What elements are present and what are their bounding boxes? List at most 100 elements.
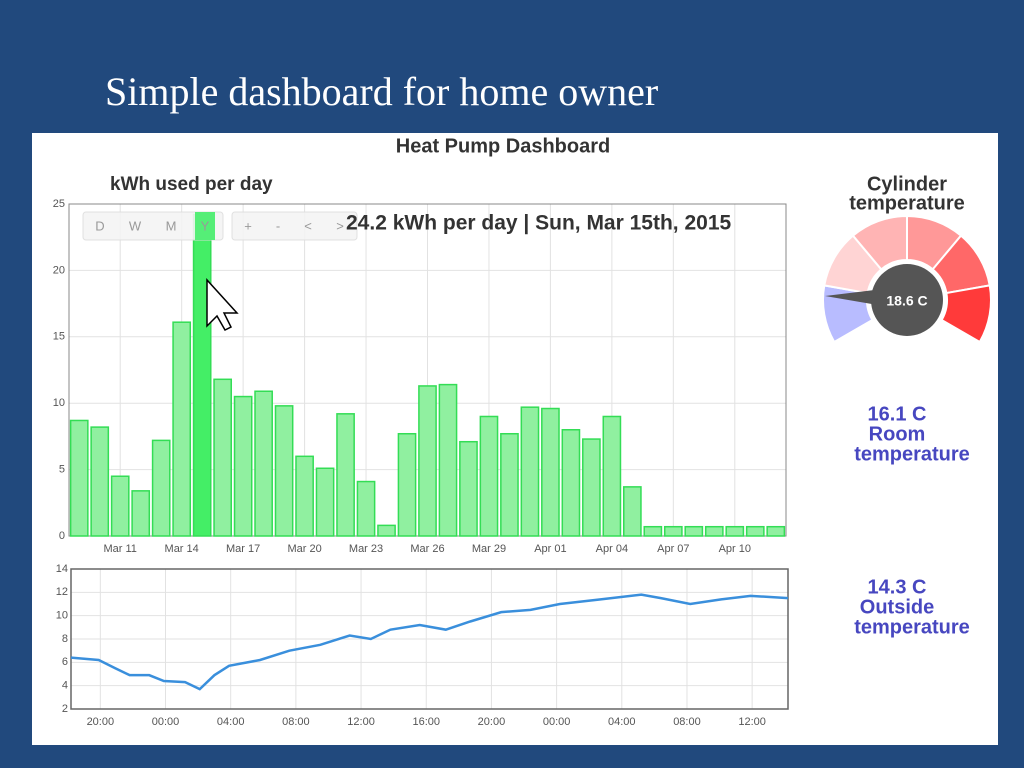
bar xyxy=(397,432,417,537)
y-tick-label: 4 xyxy=(62,680,68,692)
x-tick-label: Mar 14 xyxy=(165,543,199,555)
x-tick-label: 20:00 xyxy=(87,716,115,728)
x-tick-label: 16:00 xyxy=(412,716,440,728)
plot-frame xyxy=(70,568,789,710)
readout-value: 16.1 C xyxy=(868,403,927,425)
bar xyxy=(438,383,458,537)
range-button[interactable]: D xyxy=(95,218,104,233)
bar xyxy=(336,413,355,537)
x-tick-label: Mar 23 xyxy=(349,543,383,555)
y-tick-label: 14 xyxy=(56,563,68,575)
bar xyxy=(295,455,314,537)
bar xyxy=(541,407,560,537)
bar xyxy=(745,525,765,537)
readout-label: temperature xyxy=(854,616,970,638)
bar xyxy=(233,395,253,537)
tooltip: 24.2 kWh per day | Sun, Mar 15th, 2015 xyxy=(346,212,732,235)
readout-label: Room xyxy=(869,423,926,445)
x-tick-label: Mar 11 xyxy=(104,543,137,555)
bar xyxy=(315,467,335,537)
bar xyxy=(766,525,786,537)
bar xyxy=(377,524,396,537)
range-button[interactable]: W xyxy=(129,218,142,233)
bar xyxy=(704,525,724,537)
chart-title: kWh used per day xyxy=(110,174,273,195)
gauge-band xyxy=(940,284,992,344)
x-tick-label: 04:00 xyxy=(217,716,245,728)
bar-chart: kWh used per day 0 5 10 15 20 25 Mar 11 Mar 14 Ma… xyxy=(53,174,787,555)
line-chart: 2 4 6 8 10 12 14 20:00 00:00 04:00 08:00 12:00 16:00… xyxy=(56,563,789,728)
readout-label: Outside xyxy=(860,596,934,618)
gauge-title: Cylinder xyxy=(867,173,947,195)
bar xyxy=(725,525,745,537)
x-tick-label: 08:00 xyxy=(673,716,701,728)
range-button[interactable]: - xyxy=(276,218,280,233)
readout-label: temperature xyxy=(854,443,970,465)
slide-title: Simple dashboard for home owner xyxy=(105,69,658,114)
range-button[interactable]: + xyxy=(244,218,252,233)
x-tick-label: Apr 04 xyxy=(596,543,628,555)
y-tick-label: 6 xyxy=(62,656,68,668)
y-tick-label: 25 xyxy=(53,198,65,210)
x-tick-label: Apr 01 xyxy=(534,543,566,555)
dashboard-title: Heat Pump Dashboard xyxy=(396,135,610,157)
x-tick-label: Mar 26 xyxy=(410,543,444,555)
bar xyxy=(500,432,519,537)
bar xyxy=(172,321,192,537)
range-button[interactable]: Y xyxy=(201,218,210,233)
range-button[interactable]: > xyxy=(336,218,344,233)
range-button[interactable]: M xyxy=(166,218,177,233)
y-tick-label: 15 xyxy=(53,331,65,343)
bar xyxy=(623,486,642,537)
bar xyxy=(69,419,89,537)
bar xyxy=(602,415,622,537)
x-tick-label: Apr 07 xyxy=(657,543,689,555)
bar xyxy=(520,406,540,537)
x-tick-label: 00:00 xyxy=(152,716,180,728)
x-tick-label: Mar 17 xyxy=(226,543,260,555)
bar xyxy=(151,439,171,537)
bar xyxy=(192,213,212,537)
bar xyxy=(90,426,110,537)
bar xyxy=(110,475,130,537)
bar xyxy=(582,438,601,537)
x-tick-label: 04:00 xyxy=(608,716,636,728)
bar xyxy=(356,480,376,537)
bar xyxy=(274,405,294,537)
button-group xyxy=(82,211,224,241)
bar xyxy=(131,490,151,537)
x-tick-label: Mar 20 xyxy=(287,543,321,555)
x-tick-label: 12:00 xyxy=(347,716,375,728)
y-tick-label: 8 xyxy=(62,633,68,645)
x-tick-label: Apr 10 xyxy=(719,543,751,555)
bar xyxy=(213,378,232,537)
bar xyxy=(561,429,581,537)
x-tick-label: 12:00 xyxy=(738,716,766,728)
gauge-reading: 18.6 C xyxy=(886,293,927,309)
button-group xyxy=(231,211,358,241)
y-tick-label: 0 xyxy=(59,530,65,542)
bar xyxy=(459,440,478,537)
line-series xyxy=(70,593,789,691)
bar xyxy=(643,525,663,537)
y-tick-label: 10 xyxy=(56,610,68,622)
y-tick-label: 5 xyxy=(59,464,65,476)
bar xyxy=(418,385,437,537)
y-tick-label: 12 xyxy=(56,586,68,598)
range-button[interactable]: < xyxy=(304,218,312,233)
x-tick-label: Mar 29 xyxy=(472,543,506,555)
cursor xyxy=(206,278,239,331)
y-tick-label: 10 xyxy=(53,397,65,409)
x-tick-label: 08:00 xyxy=(282,716,310,728)
bar xyxy=(479,415,499,537)
readout-value: 14.3 C xyxy=(868,576,927,598)
gauge-title: temperature xyxy=(849,192,965,214)
x-tick-label: 00:00 xyxy=(543,716,571,728)
button-selected xyxy=(195,212,215,240)
y-tick-label: 2 xyxy=(62,703,68,715)
y-tick-label: 20 xyxy=(53,264,65,276)
